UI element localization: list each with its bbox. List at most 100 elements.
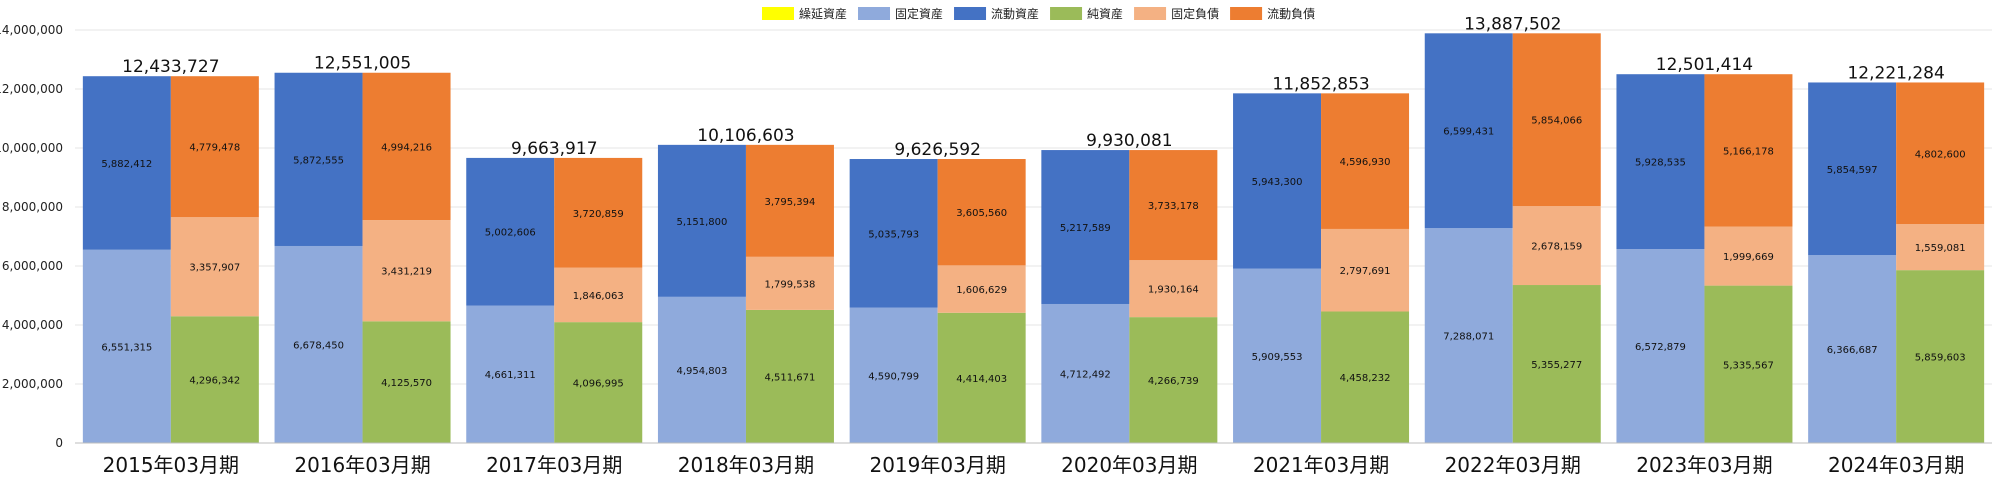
bar-fixed-assets-0	[82, 249, 171, 443]
legend-label: 固定負債	[1171, 6, 1219, 21]
total-label: 10,106,603	[697, 126, 794, 146]
bar-current-assets-9	[1808, 82, 1897, 256]
legend-swatch-fixed_liabilities	[1134, 7, 1167, 20]
bar-current-liabilities-8	[1704, 74, 1793, 227]
data-label-fixed-assets: 4,954,803	[676, 366, 727, 377]
legend-swatch-current_liabilities	[1230, 7, 1263, 20]
y-tick-label: 6,000,000	[2, 259, 63, 273]
bar-fixed-assets-4	[849, 307, 938, 443]
legend-label: 純資産	[1087, 6, 1123, 21]
data-label-fixed-assets: 4,712,492	[1060, 369, 1111, 380]
bar-current-liabilities-1	[362, 72, 451, 221]
legend-label: 繰延資産	[799, 6, 847, 21]
data-label-current-liabilities: 4,802,600	[1915, 149, 1966, 160]
bar-fixed-liabilities-5	[1129, 260, 1218, 318]
bar-net-assets-9	[1896, 270, 1985, 443]
data-label-net-assets: 4,125,570	[381, 378, 432, 389]
data-label-current-liabilities: 3,795,394	[764, 197, 815, 208]
data-label-fixed-liabilities: 1,606,629	[956, 285, 1007, 296]
y-tick-label: 8,000,000	[2, 200, 63, 214]
data-label-fixed-assets: 4,590,799	[868, 371, 919, 382]
bar-fixed-assets-3	[657, 296, 746, 443]
data-label-fixed-assets: 6,366,687	[1827, 345, 1878, 356]
data-label-current-liabilities: 3,733,178	[1148, 201, 1199, 212]
data-label-current-assets: 5,928,535	[1635, 158, 1686, 169]
total-label: 12,501,414	[1656, 55, 1753, 75]
legend-swatch-current_assets	[954, 7, 987, 20]
bar-current-liabilities-7	[1512, 33, 1601, 207]
x-tick-label: 2018年03月期	[678, 453, 814, 477]
legend-label: 固定資産	[895, 6, 943, 21]
data-label-fixed-assets: 5,909,553	[1252, 352, 1303, 363]
bar-fixed-liabilities-1	[362, 220, 451, 322]
bar-current-liabilities-6	[1321, 93, 1410, 229]
data-label-fixed-assets: 7,288,071	[1443, 332, 1494, 343]
total-label: 12,433,727	[122, 57, 219, 77]
bar-fixed-assets-6	[1233, 268, 1322, 443]
bar-net-assets-2	[554, 322, 643, 443]
x-tick-label: 2016年03月期	[294, 453, 430, 477]
data-label-net-assets: 4,096,995	[573, 379, 624, 390]
bar-net-assets-5	[1129, 317, 1218, 443]
total-label: 9,626,592	[894, 140, 981, 160]
bar-current-assets-0	[82, 76, 171, 250]
bar-net-assets-8	[1704, 285, 1793, 443]
data-label-fixed-liabilities: 3,357,907	[189, 263, 240, 274]
total-label: 12,221,284	[1847, 63, 1944, 83]
legend-swatch-deferred_assets	[762, 7, 794, 20]
bar-current-liabilities-4	[937, 159, 1026, 266]
data-label-current-liabilities: 4,994,216	[381, 142, 432, 153]
y-tick-label: 10,000,000	[0, 141, 63, 155]
bar-fixed-assets-7	[1424, 228, 1513, 443]
total-label: 9,930,081	[1086, 131, 1173, 151]
data-label-current-liabilities: 3,605,560	[956, 208, 1007, 219]
data-label-fixed-liabilities: 1,930,164	[1148, 285, 1199, 296]
bar-current-liabilities-2	[554, 157, 643, 268]
bar-net-assets-0	[170, 316, 259, 443]
data-label-fixed-liabilities: 1,846,063	[573, 291, 624, 302]
data-label-net-assets: 4,414,403	[956, 374, 1007, 385]
total-label: 11,852,853	[1272, 74, 1369, 94]
legend-swatch-net_assets	[1050, 7, 1083, 20]
bar-current-liabilities-9	[1896, 82, 1985, 225]
data-label-current-assets: 5,872,555	[293, 155, 344, 166]
data-label-current-assets: 5,035,793	[868, 229, 919, 240]
data-label-net-assets: 4,266,739	[1148, 376, 1199, 387]
data-label-current-liabilities: 4,779,478	[189, 143, 240, 154]
data-label-current-assets: 6,599,431	[1443, 127, 1494, 138]
bar-fixed-liabilities-8	[1704, 226, 1793, 286]
data-label-current-liabilities: 3,720,859	[573, 209, 624, 220]
bar-current-assets-3	[657, 144, 746, 297]
bar-fixed-liabilities-6	[1321, 228, 1410, 312]
data-label-fixed-assets: 6,678,450	[293, 340, 344, 351]
total-label: 12,551,005	[314, 54, 411, 74]
data-label-net-assets: 5,335,567	[1723, 360, 1774, 371]
data-label-current-liabilities: 5,854,066	[1531, 116, 1582, 127]
total-label: 13,887,502	[1464, 14, 1561, 34]
data-label-fixed-assets: 6,551,315	[101, 342, 152, 353]
bar-net-assets-6	[1321, 311, 1410, 443]
legend-label: 流動負債	[1267, 6, 1315, 21]
bar-fixed-assets-8	[1616, 249, 1705, 443]
x-tick-label: 2021年03月期	[1253, 453, 1389, 477]
total-label: 9,663,917	[511, 139, 598, 159]
data-label-net-assets: 4,511,671	[764, 372, 815, 383]
data-label-fixed-liabilities: 3,431,219	[381, 267, 432, 278]
x-tick-label: 2015年03月期	[103, 453, 239, 477]
bar-current-assets-1	[274, 72, 363, 246]
data-label-current-assets: 5,854,597	[1827, 165, 1878, 176]
data-label-current-assets: 5,217,589	[1060, 223, 1111, 234]
data-label-fixed-liabilities: 2,797,691	[1340, 266, 1391, 277]
data-label-current-assets: 5,151,800	[676, 217, 727, 228]
data-label-fixed-liabilities: 1,559,081	[1915, 243, 1966, 254]
bar-current-assets-7	[1424, 33, 1513, 229]
data-label-fixed-liabilities: 2,678,159	[1531, 242, 1582, 253]
bar-current-liabilities-3	[745, 144, 834, 257]
bar-fixed-assets-1	[274, 245, 363, 443]
x-tick-label: 2023年03月期	[1636, 453, 1772, 477]
bar-net-assets-7	[1512, 285, 1601, 443]
bar-fixed-liabilities-2	[554, 267, 643, 323]
bar-fixed-liabilities-4	[937, 265, 1026, 313]
